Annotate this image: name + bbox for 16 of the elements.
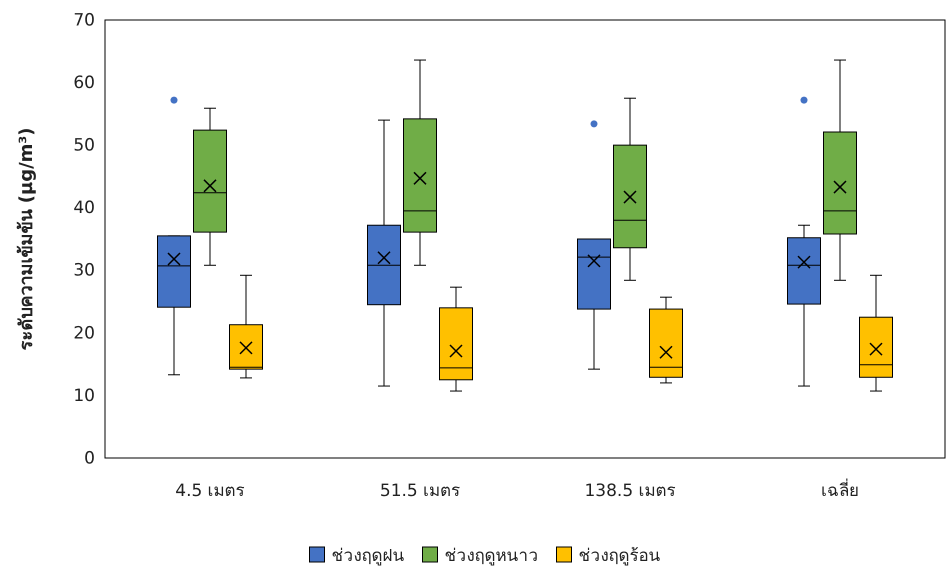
y-tick-label: 40: [73, 198, 95, 218]
legend-label: ช่วงฤดูร้อน: [578, 546, 660, 566]
legend-label: ช่วงฤดูฝน: [332, 546, 404, 566]
x-tick-label: 138.5 เมตร: [584, 481, 676, 502]
y-axis-title: ระดับความเข้มข้น (µg/m³): [16, 127, 37, 351]
y-tick-label: 50: [73, 136, 95, 156]
x-tick-label: 51.5 เมตร: [380, 481, 460, 502]
y-tick-label: 0: [84, 448, 95, 468]
x-tick-label: 4.5 เมตร: [175, 481, 245, 502]
y-tick-label: 10: [73, 386, 95, 406]
y-tick-label: 70: [73, 10, 95, 30]
y-tick-label: 30: [73, 260, 95, 281]
y-tick-label: 60: [73, 73, 95, 94]
legend-label: ช่วงฤดูหนาว: [444, 546, 538, 566]
y-tick-label: 20: [73, 323, 95, 344]
x-tick-label: เฉลี่ย: [821, 478, 859, 502]
